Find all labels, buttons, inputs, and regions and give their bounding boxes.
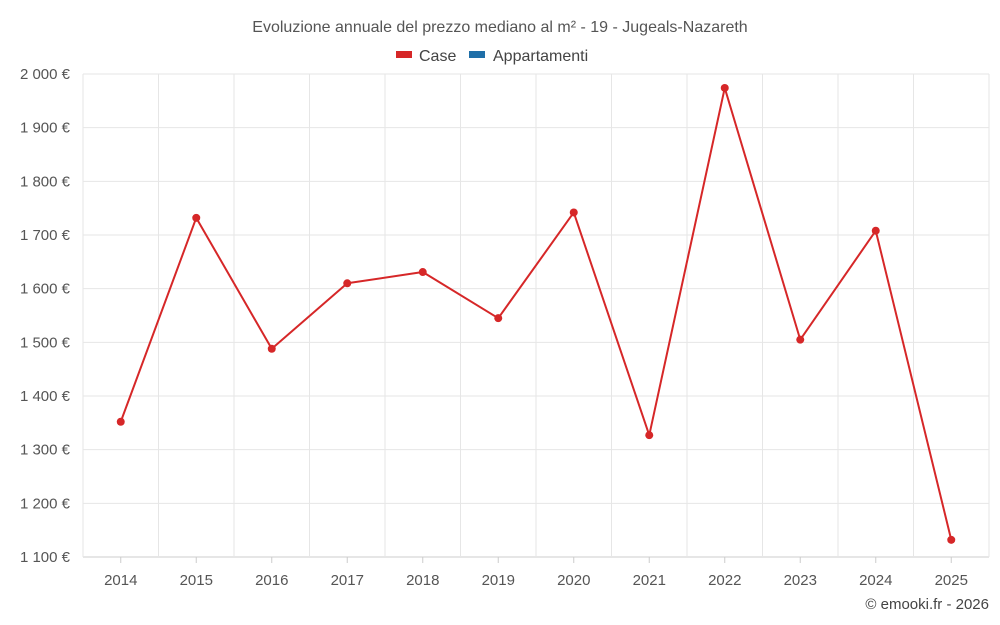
data-point[interactable] xyxy=(494,314,503,323)
data-point[interactable] xyxy=(343,279,352,288)
data-point[interactable] xyxy=(116,417,125,426)
x-tick-label: 2025 xyxy=(935,572,968,589)
data-point[interactable] xyxy=(267,344,276,353)
data-point[interactable] xyxy=(796,335,805,344)
y-tick-label: 2 000 € xyxy=(20,66,71,83)
x-tick-label: 2023 xyxy=(784,572,817,589)
series-case xyxy=(116,83,956,544)
data-point[interactable] xyxy=(569,208,578,217)
x-axis: 2014 2015 2016 2017 2018 2019 2020 2021 2022 2023… xyxy=(104,557,968,589)
data-point[interactable] xyxy=(418,268,427,277)
y-tick-label: 1 500 € xyxy=(20,334,71,351)
data-point[interactable] xyxy=(720,83,729,92)
credit-text: © emooki.fr - 2026 xyxy=(865,596,989,613)
series-line xyxy=(119,86,953,541)
x-tick-label: 2014 xyxy=(104,572,137,589)
x-tick-label: 2016 xyxy=(255,572,288,589)
data-point[interactable] xyxy=(947,535,956,544)
y-tick-label: 1 200 € xyxy=(20,495,71,512)
legend-swatch-appartamenti xyxy=(469,51,485,58)
legend-label-case[interactable]: Case xyxy=(419,48,456,65)
y-tick-label: 1 600 € xyxy=(20,281,71,298)
gridlines xyxy=(82,73,990,558)
legend-label-appartamenti[interactable]: Appartamenti xyxy=(493,48,588,65)
x-tick-label: 2020 xyxy=(557,572,590,589)
y-axis: 2 000 € 1 900 € 1 800 € 1 700 € 1 600 € 1 500… xyxy=(20,66,71,566)
data-point[interactable] xyxy=(645,431,654,440)
y-tick-label: 1 800 € xyxy=(20,173,71,190)
x-tick-label: 2015 xyxy=(180,572,213,589)
legend: Case Appartamenti xyxy=(396,48,588,65)
y-tick-label: 1 100 € xyxy=(20,549,71,566)
chart-title: Evoluzione annuale del prezzo mediano al… xyxy=(252,19,747,36)
x-tick-label: 2019 xyxy=(482,572,515,589)
data-point[interactable] xyxy=(192,213,201,222)
legend-swatch-case xyxy=(396,51,412,58)
data-point[interactable] xyxy=(871,226,880,235)
y-tick-label: 1 400 € xyxy=(20,388,71,405)
y-tick-label: 1 700 € xyxy=(20,227,71,244)
y-tick-label: 1 300 € xyxy=(20,442,71,459)
x-tick-label: 2022 xyxy=(708,572,741,589)
x-tick-label: 2017 xyxy=(331,572,364,589)
x-tick-label: 2021 xyxy=(633,572,666,589)
y-tick-label: 1 900 € xyxy=(20,120,71,137)
x-tick-label: 2018 xyxy=(406,572,439,589)
x-tick-label: 2024 xyxy=(859,572,892,589)
